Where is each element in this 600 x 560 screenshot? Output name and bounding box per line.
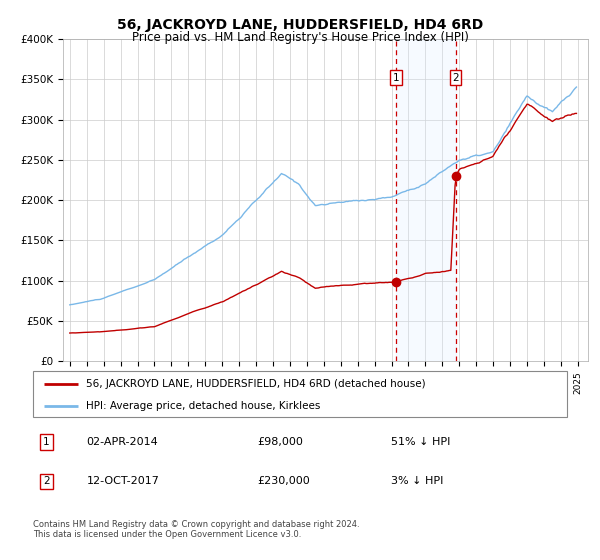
Text: 56, JACKROYD LANE, HUDDERSFIELD, HD4 6RD: 56, JACKROYD LANE, HUDDERSFIELD, HD4 6RD (117, 18, 483, 32)
Text: 3% ↓ HPI: 3% ↓ HPI (391, 477, 443, 487)
Bar (396, 39, 455, 361)
Text: 02-APR-2014: 02-APR-2014 (86, 437, 158, 447)
Text: 12-OCT-2017: 12-OCT-2017 (86, 477, 159, 487)
Text: 1: 1 (392, 73, 399, 83)
Text: Contains HM Land Registry data © Crown copyright and database right 2024.
This d: Contains HM Land Registry data © Crown c… (33, 520, 359, 539)
FancyBboxPatch shape (33, 371, 567, 417)
Text: 1: 1 (43, 437, 50, 447)
Text: HPI: Average price, detached house, Kirklees: HPI: Average price, detached house, Kirk… (86, 401, 321, 410)
Text: Price paid vs. HM Land Registry's House Price Index (HPI): Price paid vs. HM Land Registry's House … (131, 31, 469, 44)
Text: 56, JACKROYD LANE, HUDDERSFIELD, HD4 6RD (detached house): 56, JACKROYD LANE, HUDDERSFIELD, HD4 6RD… (86, 379, 426, 389)
Text: £98,000: £98,000 (257, 437, 303, 447)
Text: 2: 2 (43, 477, 50, 487)
Text: 51% ↓ HPI: 51% ↓ HPI (391, 437, 450, 447)
Text: £230,000: £230,000 (257, 477, 310, 487)
Text: 2: 2 (452, 73, 459, 83)
